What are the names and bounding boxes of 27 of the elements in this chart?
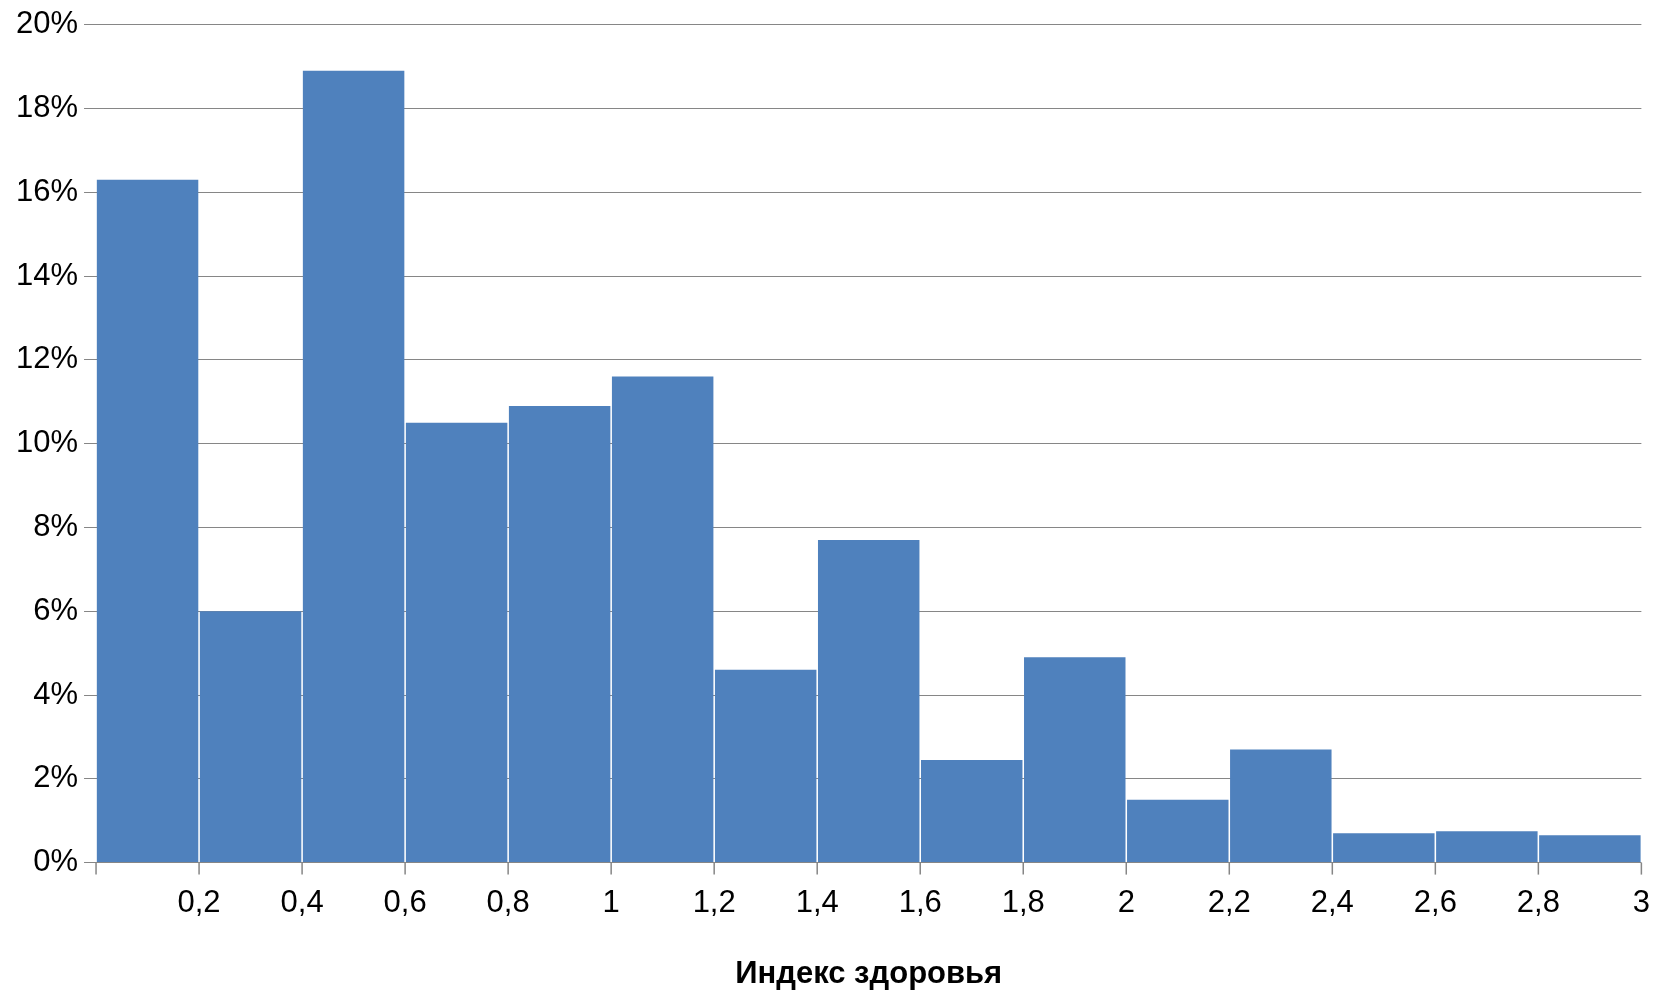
- y-tick-label: 16%: [16, 172, 79, 208]
- y-tick-label: 8%: [33, 507, 79, 543]
- x-tick-label: 1,2: [692, 883, 736, 919]
- x-tick-label: 1,4: [795, 883, 839, 919]
- x-tick-label: 0,6: [383, 883, 427, 919]
- x-tick-label: 1,8: [1001, 883, 1045, 919]
- x-tick-label: 3: [1632, 883, 1650, 919]
- x-tick-label: 0,2: [177, 883, 221, 919]
- y-tick-label: 6%: [33, 591, 79, 627]
- x-tick-label: 0,4: [280, 883, 324, 919]
- x-tick-label: 2: [1117, 883, 1135, 919]
- y-tick-label: 20%: [16, 5, 79, 41]
- x-tick-label: 2,2: [1207, 883, 1251, 919]
- x-tick-label: 0,8: [486, 883, 530, 919]
- x-tick-label: 1,6: [898, 883, 942, 919]
- x-tick-label: 2,6: [1413, 883, 1457, 919]
- y-tick-label: 14%: [16, 256, 79, 292]
- y-tick-label: 12%: [16, 340, 79, 376]
- x-tick-label: 1: [602, 883, 620, 919]
- y-tick-label: 2%: [33, 759, 79, 795]
- x-axis-title: Индекс здоровья: [735, 954, 1003, 990]
- x-tick-label: 2,4: [1310, 883, 1354, 919]
- x-tick-label: 2,8: [1516, 883, 1560, 919]
- y-tick-label: 4%: [33, 675, 79, 711]
- y-tick-label: 18%: [16, 88, 79, 124]
- y-tick-label: 0%: [33, 843, 79, 879]
- y-tick-label: 10%: [16, 424, 79, 460]
